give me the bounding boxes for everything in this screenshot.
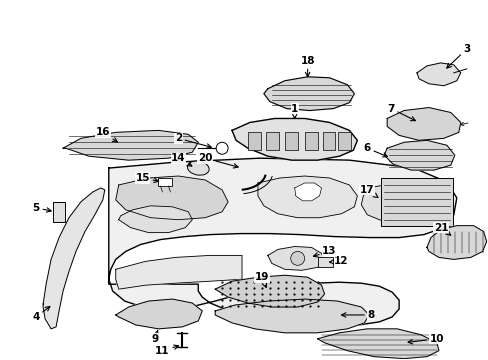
Polygon shape: [386, 108, 460, 140]
Text: 1: 1: [290, 104, 298, 118]
Polygon shape: [232, 118, 357, 160]
Polygon shape: [416, 63, 460, 86]
Polygon shape: [116, 255, 242, 289]
Text: 13: 13: [313, 247, 336, 257]
Polygon shape: [108, 158, 456, 326]
Bar: [304, 132, 317, 150]
Text: 8: 8: [341, 310, 374, 320]
Polygon shape: [215, 299, 368, 333]
Circle shape: [216, 142, 227, 154]
Polygon shape: [257, 176, 357, 218]
Text: 4: 4: [32, 306, 50, 322]
Text: 7: 7: [386, 104, 415, 121]
Text: 16: 16: [95, 127, 117, 142]
Polygon shape: [294, 183, 321, 201]
Text: 14: 14: [171, 153, 191, 166]
Bar: [265, 132, 278, 150]
Text: 12: 12: [329, 256, 348, 266]
Polygon shape: [43, 188, 104, 329]
Polygon shape: [361, 183, 443, 224]
Bar: [158, 178, 172, 186]
Bar: [247, 132, 261, 150]
Polygon shape: [264, 77, 354, 111]
Text: 2: 2: [174, 133, 211, 148]
Text: 18: 18: [300, 56, 314, 77]
Polygon shape: [119, 206, 192, 233]
Text: 15: 15: [135, 173, 158, 183]
Bar: [317, 257, 333, 267]
Polygon shape: [426, 226, 486, 260]
Text: 21: 21: [433, 222, 450, 235]
Polygon shape: [317, 329, 438, 359]
Polygon shape: [63, 130, 198, 160]
Bar: [338, 132, 351, 150]
Ellipse shape: [187, 161, 209, 175]
Polygon shape: [116, 176, 227, 220]
Bar: [53, 202, 65, 222]
Text: 10: 10: [407, 334, 443, 344]
Text: 5: 5: [33, 203, 51, 213]
Text: 19: 19: [254, 272, 268, 287]
Polygon shape: [116, 299, 202, 329]
Bar: [322, 132, 335, 150]
Text: 6: 6: [363, 143, 386, 157]
Text: 20: 20: [198, 153, 238, 168]
Polygon shape: [215, 275, 324, 307]
Polygon shape: [384, 140, 454, 170]
Polygon shape: [267, 247, 324, 270]
Bar: [381, 178, 452, 226]
Text: 17: 17: [359, 185, 377, 198]
Circle shape: [290, 251, 304, 265]
Bar: [284, 132, 297, 150]
Text: 11: 11: [155, 345, 178, 356]
Text: 9: 9: [152, 330, 159, 344]
Text: 3: 3: [446, 44, 469, 68]
